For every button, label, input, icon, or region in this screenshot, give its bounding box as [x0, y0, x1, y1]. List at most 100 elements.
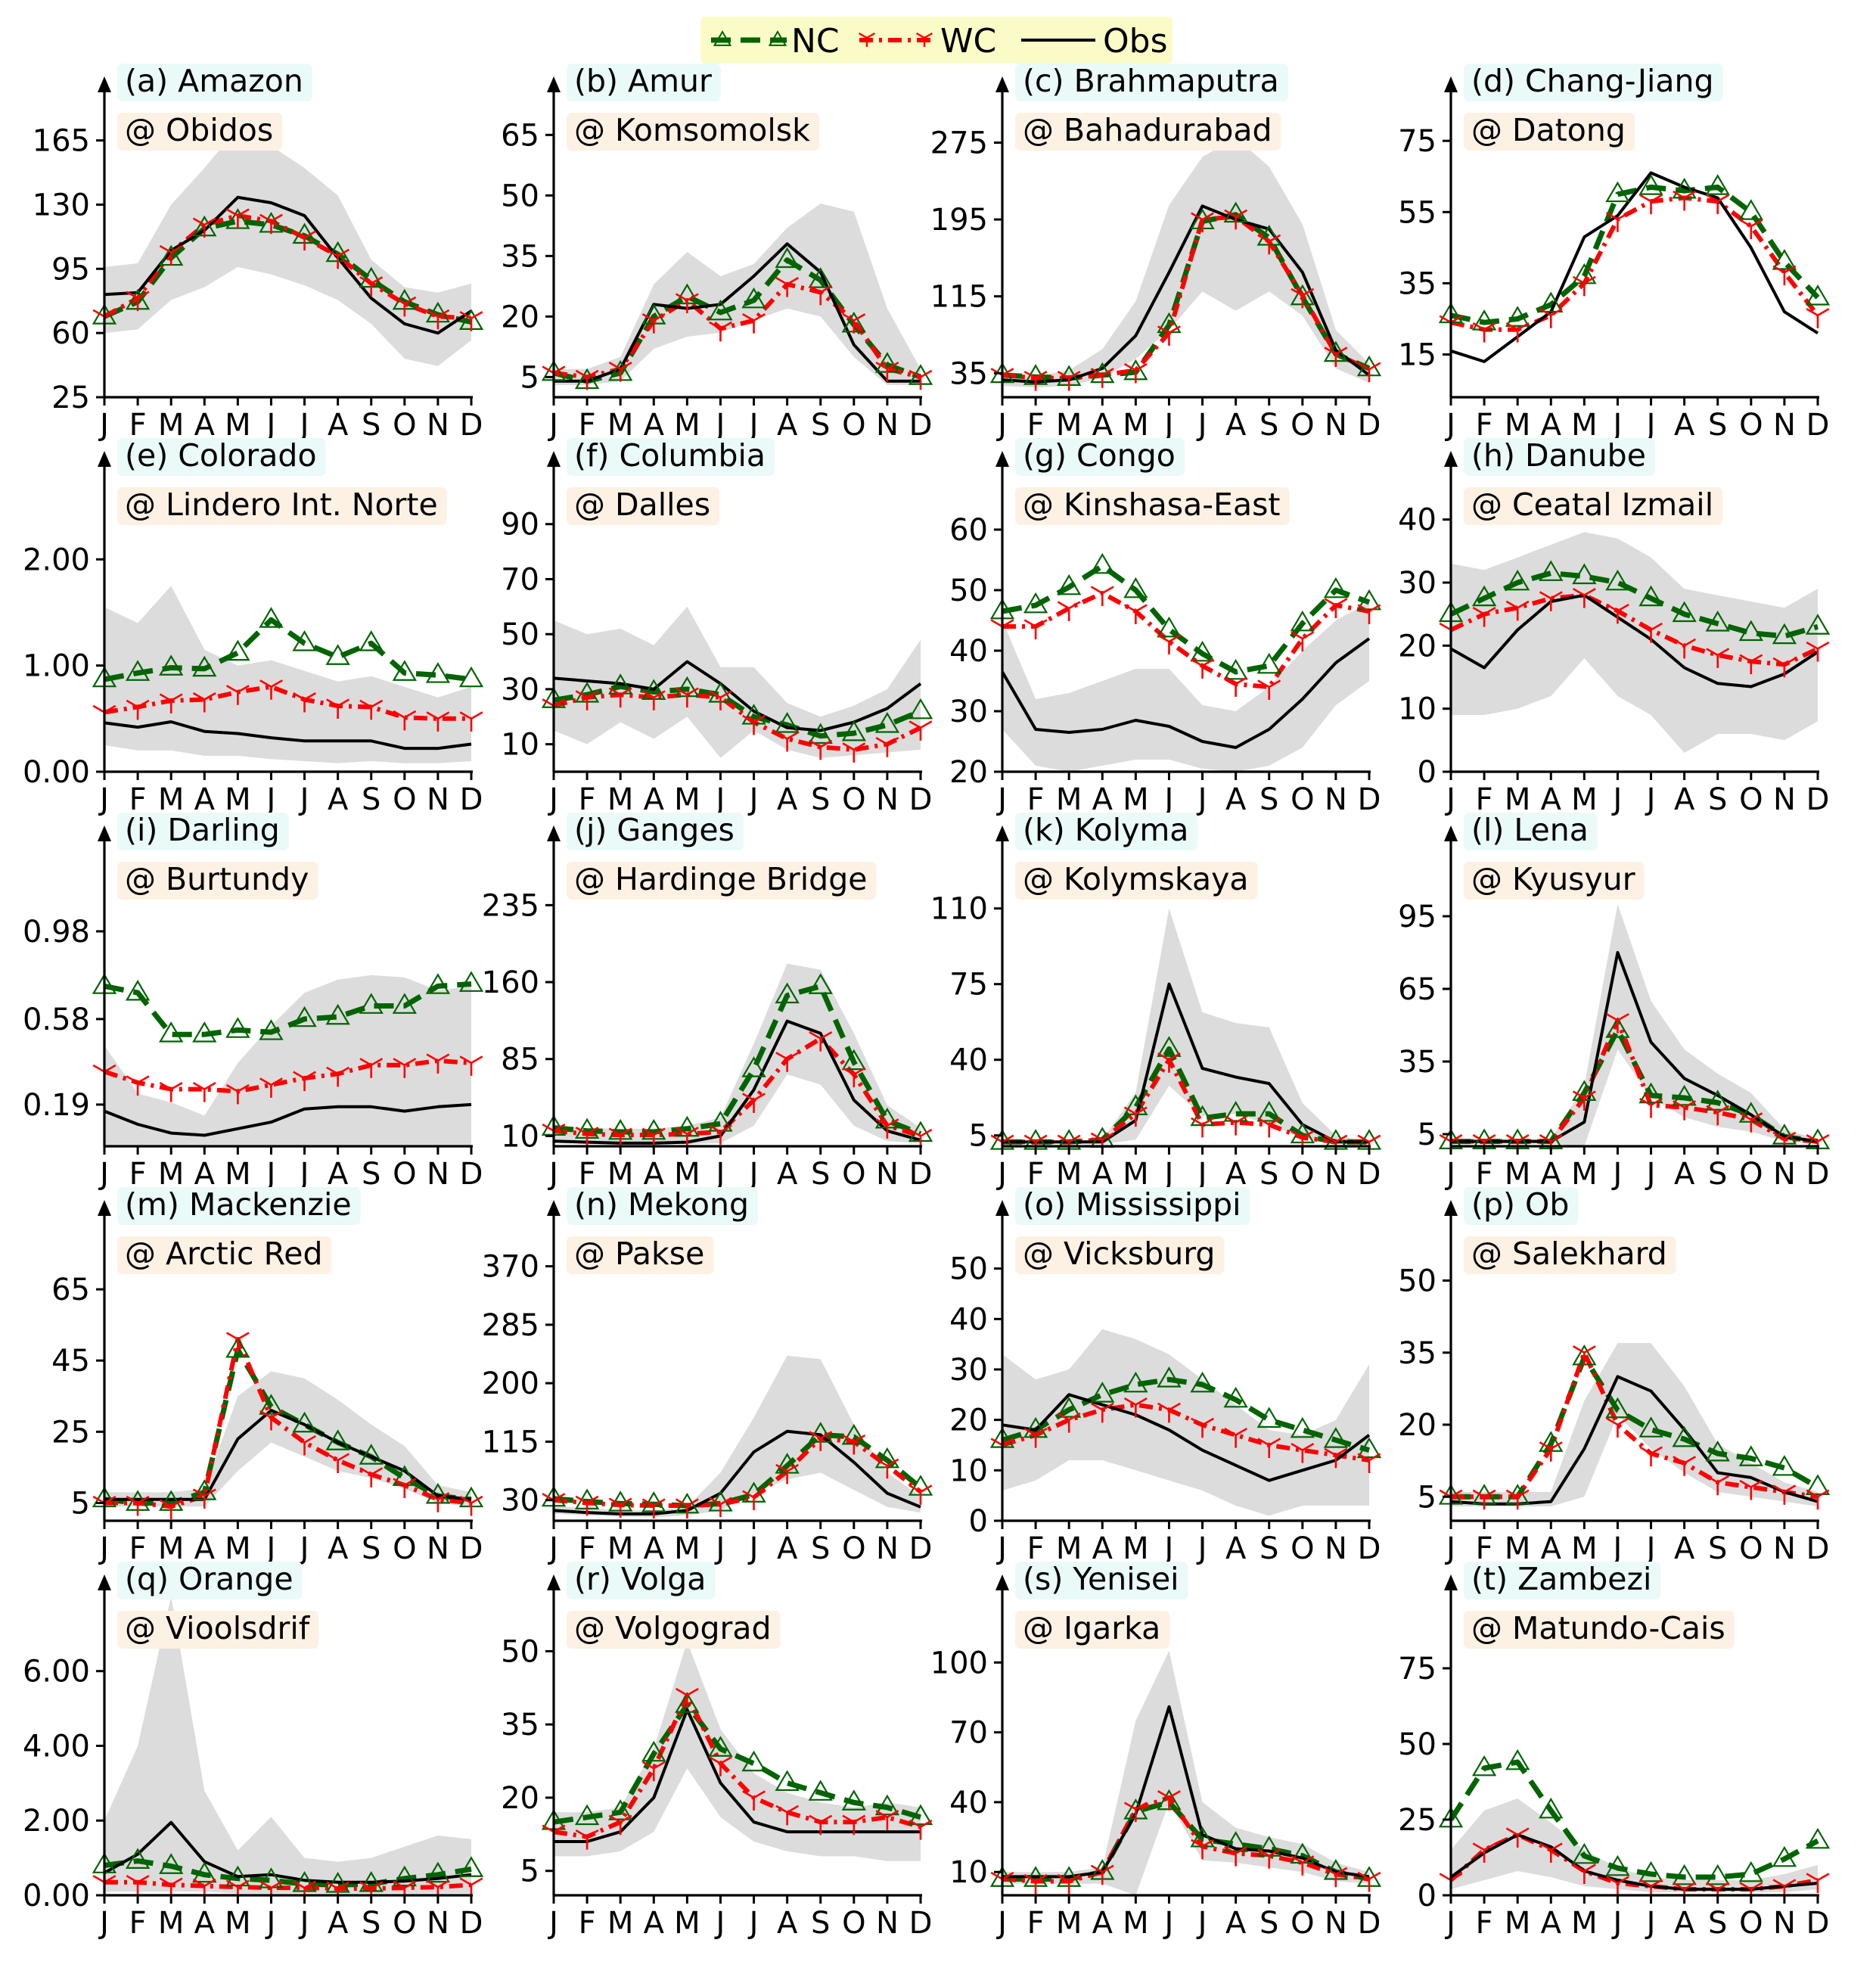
x-tick-label: A — [1225, 782, 1247, 817]
nc-point — [1356, 1437, 1382, 1459]
wc-point — [809, 1431, 833, 1451]
y-axis-arrow — [995, 76, 1009, 92]
x-tick-label: S — [362, 1906, 380, 1941]
panel-station-bg — [117, 113, 283, 151]
y-tick-label: 370 — [482, 1250, 539, 1285]
wc-point — [1572, 1864, 1596, 1884]
x-tick-label: J — [995, 782, 1007, 817]
panel-station-bg — [1015, 1611, 1170, 1649]
wc-point — [675, 1127, 699, 1147]
nc-point — [1223, 1831, 1248, 1852]
wc-point — [1191, 212, 1214, 233]
nc-point — [741, 1056, 766, 1077]
x-tick-label: A — [194, 1906, 216, 1941]
x-tick-label: S — [811, 1531, 830, 1566]
nc-point — [741, 1750, 766, 1772]
nc-point — [1223, 1100, 1248, 1122]
x-tick-label: N — [1325, 1157, 1347, 1192]
panel-title: (a) Amazon — [125, 63, 303, 99]
wc-point — [1191, 1417, 1214, 1438]
nc-point — [1190, 1371, 1215, 1393]
y-tick-label: 35 — [1398, 1336, 1437, 1371]
nc-point — [1090, 1382, 1115, 1403]
wc-point — [1706, 194, 1730, 215]
uncertainty-band — [104, 1596, 471, 1894]
wc-point — [126, 291, 150, 312]
y-tick-label: 30 — [949, 1353, 988, 1388]
panel-e-colorado: J F M A M J J A S O N D0.001.002.00(e) Colorado@ Li… — [23, 437, 484, 817]
wc-point — [842, 313, 866, 334]
panel-title-bg — [117, 438, 326, 476]
panel-station: @ Burtundy — [125, 861, 309, 897]
x-tick-label: D — [1358, 408, 1381, 443]
nc-point — [1290, 610, 1315, 632]
wc-point — [293, 230, 316, 251]
uncertainty-band — [1451, 904, 1818, 1146]
y-tick-label: 130 — [33, 188, 90, 222]
nc-point — [1805, 1827, 1831, 1849]
x-tick-label: J — [547, 1906, 558, 1941]
y-axis-arrow — [1444, 1200, 1458, 1216]
nc-point — [1738, 1860, 1763, 1882]
x-tick-label: O — [1739, 1906, 1763, 1941]
x-tick-label: D — [460, 1906, 483, 1941]
x-tick-label: J — [298, 408, 309, 443]
nc-point — [841, 1049, 866, 1071]
nc-point — [1023, 592, 1048, 614]
nc-point — [1090, 552, 1115, 574]
y-tick-label: 0 — [969, 1504, 988, 1539]
y-tick-label: 275 — [930, 126, 988, 160]
nc-point — [1672, 601, 1697, 623]
x-tick-label: A — [328, 1157, 349, 1192]
wc-point — [908, 369, 933, 390]
y-tick-label: 5 — [520, 1854, 539, 1889]
panel-station-bg — [1464, 113, 1635, 151]
wc-point — [225, 1332, 250, 1352]
wc-point — [675, 1687, 699, 1708]
x-tick-label: M — [158, 1906, 185, 1941]
x-tick-label: A — [194, 782, 216, 817]
series-line-wc — [1002, 591, 1370, 689]
wc-point — [809, 284, 833, 306]
wc-point — [126, 1495, 150, 1516]
x-tick-label: S — [1708, 1157, 1727, 1192]
y-tick-label: 50 — [949, 1252, 988, 1287]
x-tick-label: F — [1476, 782, 1493, 817]
wc-point — [1057, 601, 1081, 621]
nc-point — [1505, 306, 1530, 327]
wc-point — [875, 1810, 899, 1830]
wc-point — [1673, 1100, 1697, 1121]
nc-point — [1705, 1864, 1730, 1885]
panel-station: @ Matundo-Cais — [1471, 1610, 1725, 1646]
wc-point — [293, 1435, 316, 1456]
y-tick-label: 55 — [1398, 195, 1437, 230]
nc-point — [1738, 620, 1763, 642]
x-tick-label: J — [547, 782, 558, 817]
wc-point — [875, 1118, 899, 1139]
nc-point — [1805, 614, 1831, 635]
wc-point — [159, 1082, 183, 1102]
wc-point — [1023, 1873, 1048, 1895]
wc-point — [192, 1488, 216, 1509]
x-tick-label: M — [674, 1157, 700, 1192]
wc-point — [1123, 1801, 1148, 1823]
nc-point — [1638, 1416, 1663, 1438]
x-tick-label: A — [1092, 1531, 1113, 1566]
wc-point — [742, 1490, 766, 1511]
x-tick-label: D — [1806, 408, 1830, 443]
nc-point — [1471, 1755, 1497, 1777]
wc-point — [1057, 370, 1081, 391]
x-tick-label: N — [427, 782, 449, 817]
x-tick-label: M — [225, 408, 251, 443]
nc-point — [1223, 1386, 1248, 1408]
x-tick-label: O — [842, 1906, 865, 1941]
wc-point — [1673, 638, 1697, 659]
panel-title-bg — [567, 64, 721, 101]
nc-point — [159, 654, 184, 676]
panel-title-bg — [567, 813, 744, 850]
wc-point — [326, 1453, 350, 1473]
nc-point — [1572, 563, 1597, 585]
